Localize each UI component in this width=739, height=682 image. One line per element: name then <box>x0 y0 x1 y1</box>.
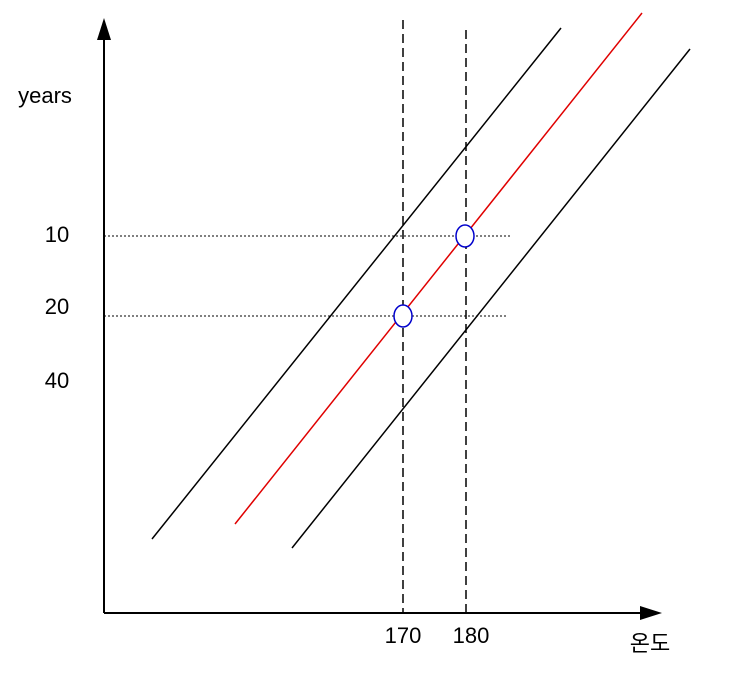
center-line <box>234 12 643 525</box>
upper-bound-line <box>151 27 562 540</box>
point <box>455 224 475 248</box>
x-tick-label: 170 <box>385 623 422 648</box>
y-tick-label: 20 <box>45 294 69 319</box>
point <box>393 304 413 328</box>
y-tick-label: 40 <box>45 368 69 393</box>
x-tick-label: 180 <box>453 623 490 648</box>
y-axis-label: years <box>18 83 72 108</box>
y-tick-label: 10 <box>45 222 69 247</box>
lower-bound-line <box>291 48 691 549</box>
x-axis-arrow <box>640 606 662 620</box>
y-axis-arrow <box>97 18 111 40</box>
x-axis-label: 온도 <box>630 631 670 656</box>
